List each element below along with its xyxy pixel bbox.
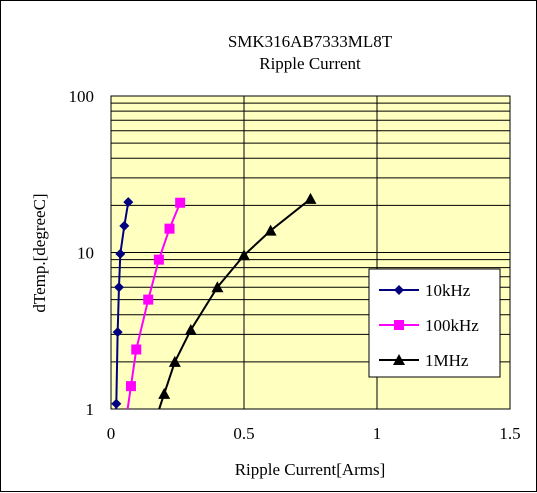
y-axis-label: dTemp.[degreeC] — [30, 193, 49, 312]
legend: 10kHz 100kHz 1MHz — [368, 268, 501, 378]
series-1mhz — [158, 192, 317, 410]
series-layer — [111, 192, 317, 410]
chart-subtitle: Ripple Current — [259, 54, 361, 73]
data-point — [164, 223, 175, 234]
data-point — [304, 192, 317, 204]
data-point — [153, 254, 164, 265]
x-tick-label: 1 — [373, 424, 382, 443]
data-point — [168, 355, 181, 367]
legend-label: 10kHz — [425, 281, 471, 300]
data-point — [119, 220, 130, 231]
data-point — [131, 344, 142, 355]
data-point — [111, 398, 122, 409]
series-10khz — [111, 197, 134, 410]
legend-marker-icon — [394, 320, 404, 330]
x-axis-label: Ripple Current[Arms] — [235, 460, 386, 479]
x-tick-label: 1.5 — [499, 424, 520, 443]
legend-marker-icon — [393, 354, 405, 365]
chart-title: SMK316AB7333ML8T — [228, 32, 393, 51]
data-point — [125, 381, 136, 392]
legend-item-10khz: 10kHz — [379, 281, 471, 300]
data-point — [112, 327, 123, 338]
data-point — [158, 387, 171, 399]
legend-item-100khz: 100kHz — [379, 316, 479, 335]
data-point — [211, 281, 224, 293]
data-point — [113, 282, 124, 293]
data-point — [184, 323, 197, 335]
data-point — [143, 294, 154, 305]
legend-item-1mhz: 1MHz — [379, 351, 469, 370]
x-tick-label: 0 — [107, 424, 116, 443]
data-point — [175, 197, 186, 208]
legend-label: 100kHz — [425, 316, 479, 335]
x-tick-label: 0.5 — [233, 424, 254, 443]
legend-label: 1MHz — [425, 351, 469, 370]
data-point — [115, 248, 126, 259]
legend-marker-icon — [394, 285, 404, 295]
y-tick-label: 10 — [77, 244, 94, 263]
data-point — [264, 224, 277, 236]
series-100khz — [125, 197, 186, 410]
y-tick-label: 100 — [69, 87, 95, 106]
y-tick-label: 1 — [86, 400, 95, 419]
data-point — [238, 249, 250, 261]
tick-labels: 0 0.5 1 1.5 1 10 100 — [69, 87, 521, 443]
data-point — [123, 197, 134, 208]
